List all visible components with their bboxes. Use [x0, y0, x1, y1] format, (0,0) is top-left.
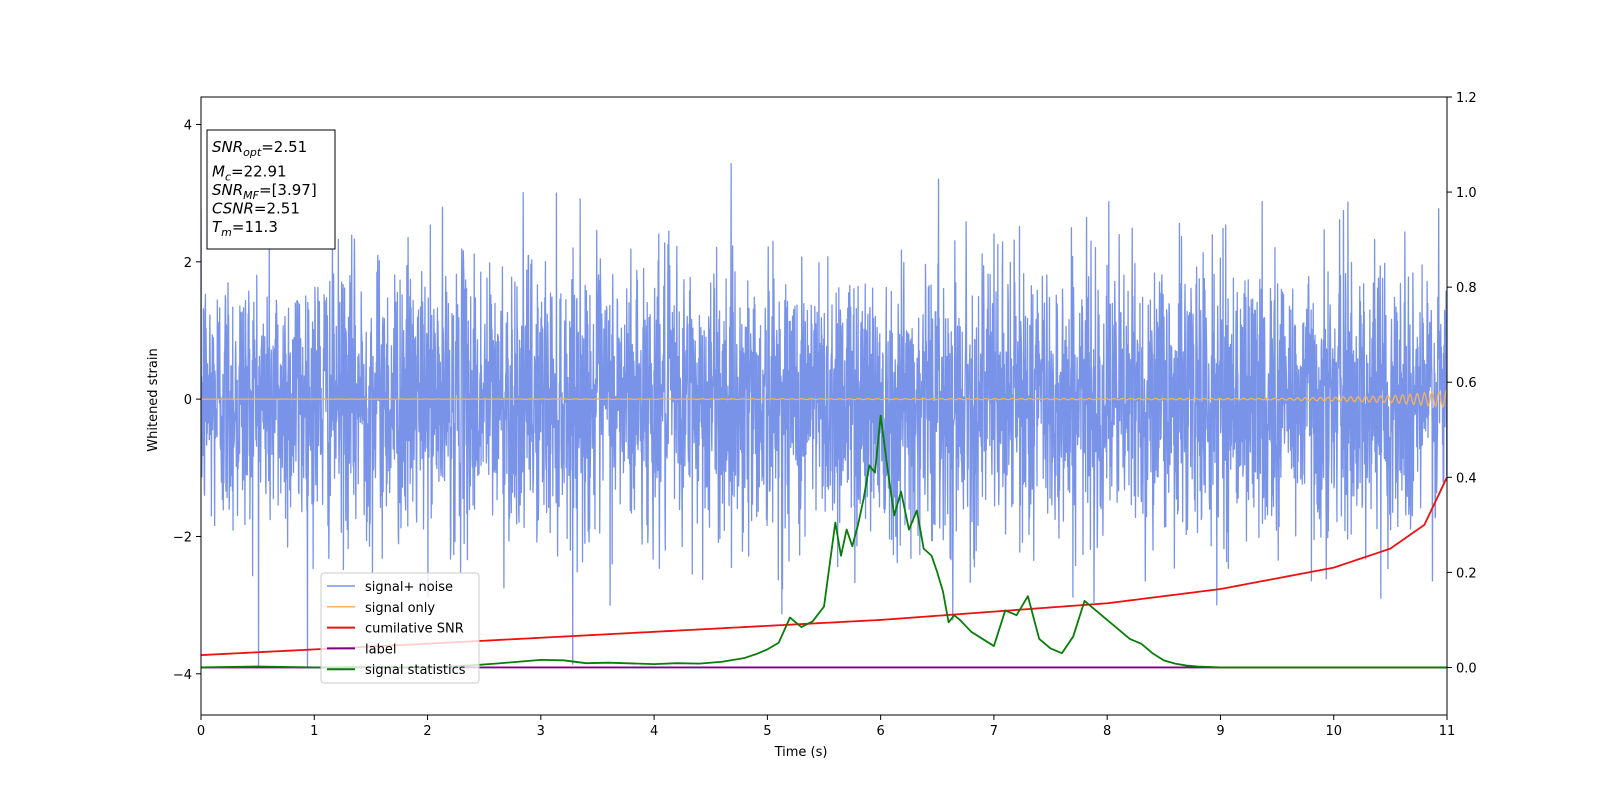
x-tick-label: 6 [876, 724, 884, 739]
annotation-line: SNRMF=[3.97] [212, 181, 317, 202]
legend-frame [320, 572, 480, 684]
y-left-tick-label: 0 [184, 393, 192, 408]
annotation-value: =2.51 [254, 200, 300, 218]
legend-entry: signal+ noise [365, 580, 453, 595]
annotation-subscript: opt [243, 146, 262, 159]
annotation-symbol: SNR [212, 138, 243, 156]
x-tick-label: 7 [990, 724, 998, 739]
x-tick-label: 1 [310, 724, 318, 739]
axes: 0 1 2 3 4 5 6 7 8 9 10 11 4 2 0 −2 −4 1.2 1.0 0.8 0.6 0.4 0.2 0… [173, 91, 1477, 739]
y-left-tick-label: −4 [173, 668, 192, 683]
annotation-symbol: CSNR [212, 200, 254, 218]
y-right-tick-label: 0.6 [1456, 376, 1477, 391]
x-tick-label: 3 [537, 724, 545, 739]
x-tick-label: 9 [1216, 724, 1224, 739]
y-right-tick-label: 0.4 [1456, 471, 1477, 486]
y-left-tick-label: 4 [184, 118, 192, 133]
y-right-tick-label: 0.2 [1456, 566, 1477, 581]
legend-entry: label [365, 642, 396, 657]
plot-frame [200, 96, 1448, 716]
series-signal-statistics-line [201, 414, 1447, 669]
annotation-symbol: T [212, 218, 223, 236]
legend-entry: signal only [365, 601, 435, 616]
legend-entry: cumilative SNR [365, 622, 464, 637]
annotation-symbol: M [212, 163, 225, 181]
annotation-symbol: SNR [212, 181, 243, 199]
annotation-subscript: m [221, 226, 232, 239]
annotation-line: SNRopt=2.51 [212, 138, 307, 159]
x-tick-label: 0 [197, 724, 205, 739]
x-tick-label: 4 [650, 724, 658, 739]
annotation-value: =11.3 [232, 218, 278, 236]
y-right-tick-label: 0.0 [1456, 661, 1477, 676]
annotation-line: CSNR=2.51 [212, 200, 300, 218]
x-tick-label: 10 [1325, 724, 1342, 739]
x-axis-label: Time (s) [774, 745, 828, 760]
annotation-value: =2.51 [261, 138, 307, 156]
annotation-value: =22.91 [231, 163, 287, 181]
annotation-line: Tm=11.3 [212, 218, 278, 239]
annotation-subscript: MF [243, 189, 259, 202]
x-tick-label: 2 [423, 724, 431, 739]
y-right-tick-label: 1.2 [1456, 91, 1477, 106]
annotation-line: Mc=22.91 [212, 163, 287, 184]
y-left-tick-label: −2 [173, 530, 192, 545]
y-axis-label: Whitened strain [146, 348, 161, 451]
y-right-tick-label: 0.8 [1456, 281, 1477, 296]
x-tick-label: 11 [1439, 724, 1456, 739]
annotation-frame [206, 129, 336, 250]
legend: signal+ noise signal only cumilative SNR la… [320, 572, 480, 684]
legend-entry: signal statistics [365, 663, 466, 678]
annotation-subscript: c [225, 171, 231, 184]
x-tick-label: 5 [763, 724, 771, 739]
y-right-tick-label: 1.0 [1456, 186, 1477, 201]
x-tick-label: 8 [1103, 724, 1111, 739]
series-signal-only-line [201, 389, 1447, 409]
annotation-box: SNRopt=2.51Mc=22.91SNRMF=[3.97]CSNR=2.51… [206, 129, 336, 250]
annotation-value: =[3.97] [259, 181, 317, 199]
y-left-tick-label: 2 [184, 256, 192, 271]
